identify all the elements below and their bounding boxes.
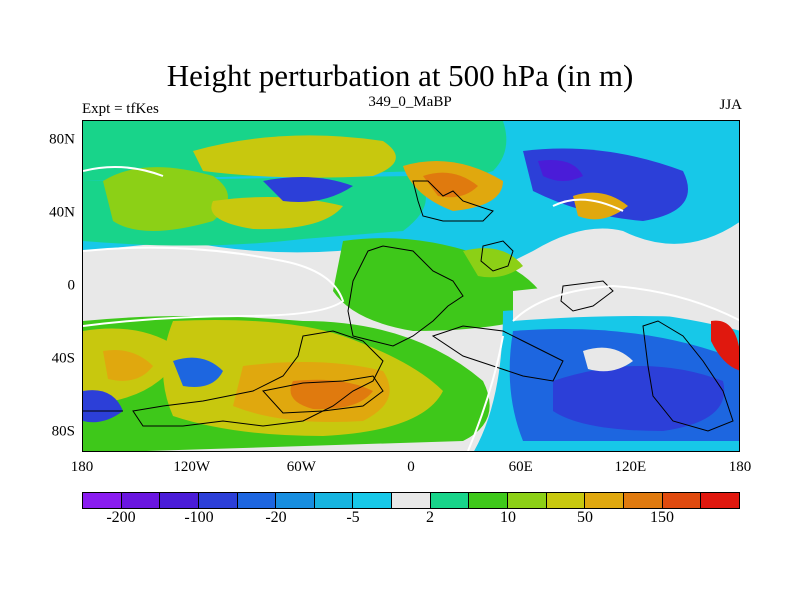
colorbar-box xyxy=(392,493,431,508)
colorbar-box xyxy=(121,493,161,508)
colorbar-label: -200 xyxy=(106,509,136,526)
x-tick-label: 120E xyxy=(614,459,647,475)
field-band xyxy=(290,379,373,410)
field-band xyxy=(103,167,228,231)
colorbar-box xyxy=(83,493,122,508)
contour-field xyxy=(83,121,739,451)
zero-contours xyxy=(83,166,739,451)
experiment-label: Expt = tfKes xyxy=(82,101,159,117)
colorbar-label: 150 xyxy=(650,509,674,526)
colorbar-box xyxy=(276,493,315,508)
x-tick-label: 0 xyxy=(407,459,415,475)
y-tick-label: 40N xyxy=(49,204,75,221)
field-band xyxy=(583,347,633,372)
colorbar-box xyxy=(585,493,624,508)
colorbar-box xyxy=(469,493,509,508)
colorbar-box xyxy=(314,493,354,508)
colorbar-box xyxy=(701,493,739,508)
y-tick-label: 0 xyxy=(67,277,76,294)
colorbar-box xyxy=(353,493,393,508)
field-band xyxy=(263,177,353,202)
field-band xyxy=(711,320,739,371)
colorbar-label: 50 xyxy=(577,509,593,526)
season-label: JJA xyxy=(719,97,742,113)
colorbar-box xyxy=(662,493,702,508)
field-band xyxy=(423,172,478,198)
x-tick-label: 60W xyxy=(286,459,316,475)
y-tick-label: 80S xyxy=(51,423,75,440)
colorbar-label: -20 xyxy=(265,509,287,526)
coastline-outlines xyxy=(83,180,734,432)
y-tick-label: 80N xyxy=(49,131,75,148)
colorbar-label: -5 xyxy=(346,509,360,526)
colorbar-box xyxy=(237,493,277,508)
field-band xyxy=(173,357,223,387)
colorbar-box xyxy=(430,493,470,508)
colorbar-box xyxy=(623,493,663,508)
field-band xyxy=(538,160,583,181)
colorbar xyxy=(82,492,740,509)
map-plot xyxy=(82,120,740,452)
field-band xyxy=(211,197,343,230)
colorbar-box xyxy=(508,493,547,508)
colorbar-label: -100 xyxy=(184,509,214,526)
map-title: Height perturbation at 500 hPa (in m) xyxy=(166,58,634,93)
field-band xyxy=(103,350,153,381)
x-tick-label: 120W xyxy=(173,459,211,475)
field-band xyxy=(83,390,123,423)
colorbar-box xyxy=(160,493,199,508)
colorbar-label: 10 xyxy=(500,509,516,526)
period-label: 349_0_MaBP xyxy=(368,94,452,110)
colorbar-label: 2 xyxy=(426,509,434,526)
x-tick-label: 180 xyxy=(70,459,94,475)
x-tick-label: 60E xyxy=(508,459,533,475)
field-band xyxy=(513,283,739,321)
x-tick-label: 180 xyxy=(728,459,752,475)
field-band xyxy=(463,248,523,278)
colorbar-box xyxy=(198,493,238,508)
colorbar-box xyxy=(546,493,586,508)
field-band xyxy=(193,135,396,178)
field-band xyxy=(553,366,725,431)
y-tick-label: 40S xyxy=(51,350,75,367)
